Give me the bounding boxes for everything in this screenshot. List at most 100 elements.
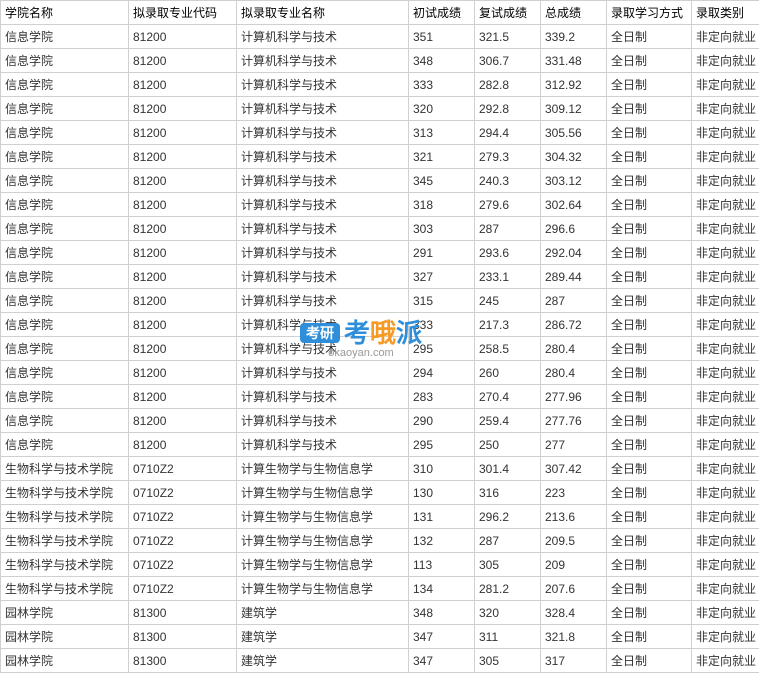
table-cell: 81200 [129,217,237,241]
table-cell: 81200 [129,25,237,49]
table-row: 信息学院81200计算机科学与技术345240.3303.12全日制非定向就业 [1,169,759,193]
table-cell: 277 [541,433,607,457]
header-major-code: 拟录取专业代码 [129,1,237,25]
table-cell: 计算机科学与技术 [237,193,409,217]
table-cell: 345 [409,169,475,193]
table-cell: 计算机科学与技术 [237,313,409,337]
table-cell: 209.5 [541,529,607,553]
table-cell: 0710Z2 [129,529,237,553]
table-cell: 全日制 [607,121,692,145]
table-cell: 306.7 [475,49,541,73]
table-cell: 全日制 [607,433,692,457]
table-cell: 非定向就业 [692,193,759,217]
table-cell: 信息学院 [1,121,129,145]
table-cell: 348 [409,601,475,625]
table-cell: 全日制 [607,625,692,649]
table-cell: 296.6 [541,217,607,241]
table-row: 信息学院81200计算机科学与技术320292.8309.12全日制非定向就业 [1,97,759,121]
table-cell: 全日制 [607,313,692,337]
table-cell: 全日制 [607,361,692,385]
table-cell: 信息学院 [1,169,129,193]
table-row: 信息学院81200计算机科学与技术327233.1289.44全日制非定向就业 [1,265,759,289]
table-cell: 非定向就业 [692,577,759,601]
table-cell: 计算机科学与技术 [237,433,409,457]
table-cell: 信息学院 [1,97,129,121]
table-row: 信息学院81200计算机科学与技术291293.6292.04全日制非定向就业 [1,241,759,265]
table-cell: 计算机科学与技术 [237,169,409,193]
table-cell: 289.44 [541,265,607,289]
table-row: 生物科学与技术学院0710Z2计算生物学与生物信息学310301.4307.42… [1,457,759,481]
header-college: 学院名称 [1,1,129,25]
table-cell: 信息学院 [1,313,129,337]
table-cell: 非定向就业 [692,169,759,193]
table-cell: 321.5 [475,25,541,49]
table-cell: 计算机科学与技术 [237,361,409,385]
table-cell: 305.56 [541,121,607,145]
table-cell: 非定向就业 [692,625,759,649]
table-cell: 非定向就业 [692,313,759,337]
table-cell: 339.2 [541,25,607,49]
table-row: 信息学院81200计算机科学与技术303287296.6全日制非定向就业 [1,217,759,241]
table-row: 园林学院81300建筑学347305317全日制非定向就业 [1,649,759,673]
table-cell: 305 [475,649,541,673]
table-cell: 81300 [129,649,237,673]
table-row: 生物科学与技术学院0710Z2计算生物学与生物信息学113305209全日制非定… [1,553,759,577]
table-cell: 0710Z2 [129,457,237,481]
table-cell: 计算机科学与技术 [237,97,409,121]
table-cell: 全日制 [607,505,692,529]
table-cell: 81300 [129,625,237,649]
table-cell: 信息学院 [1,25,129,49]
table-cell: 347 [409,649,475,673]
table-cell: 全日制 [607,97,692,121]
table-cell: 非定向就业 [692,385,759,409]
table-cell: 全日制 [607,529,692,553]
table-cell: 非定向就业 [692,25,759,49]
header-category: 录取类别 [692,1,759,25]
table-cell: 建筑学 [237,649,409,673]
table-cell: 351 [409,25,475,49]
table-cell: 320 [409,97,475,121]
table-cell: 非定向就业 [692,457,759,481]
table-cell: 81200 [129,49,237,73]
table-row: 信息学院81200计算机科学与技术321279.3304.32全日制非定向就业 [1,145,759,169]
table-cell: 320 [475,601,541,625]
table-cell: 233.1 [475,265,541,289]
table-cell: 非定向就业 [692,337,759,361]
table-cell: 245 [475,289,541,313]
table-row: 生物科学与技术学院0710Z2计算生物学与生物信息学131296.2213.6全… [1,505,759,529]
table-cell: 计算机科学与技术 [237,145,409,169]
table-cell: 132 [409,529,475,553]
header-first-score: 初试成绩 [409,1,475,25]
table-cell: 生物科学与技术学院 [1,481,129,505]
table-cell: 0710Z2 [129,577,237,601]
table-cell: 计算机科学与技术 [237,289,409,313]
table-cell: 生物科学与技术学院 [1,457,129,481]
table-row: 信息学院81200计算机科学与技术295250277全日制非定向就业 [1,433,759,457]
table-cell: 非定向就业 [692,481,759,505]
table-cell: 312.92 [541,73,607,97]
table-cell: 302.64 [541,193,607,217]
table-cell: 223 [541,481,607,505]
table-cell: 计算机科学与技术 [237,265,409,289]
table-row: 信息学院81200计算机科学与技术348306.7331.48全日制非定向就业 [1,49,759,73]
table-cell: 270.4 [475,385,541,409]
table-row: 信息学院81200计算机科学与技术313294.4305.56全日制非定向就业 [1,121,759,145]
table-cell: 非定向就业 [692,289,759,313]
table-row: 信息学院81200计算机科学与技术290259.4277.76全日制非定向就业 [1,409,759,433]
table-cell: 建筑学 [237,625,409,649]
table-row: 生物科学与技术学院0710Z2计算生物学与生物信息学132287209.5全日制… [1,529,759,553]
table-cell: 81200 [129,385,237,409]
table-cell: 304.32 [541,145,607,169]
table-row: 信息学院81200计算机科学与技术283270.4277.96全日制非定向就业 [1,385,759,409]
table-cell: 81200 [129,193,237,217]
table-cell: 134 [409,577,475,601]
table-cell: 全日制 [607,25,692,49]
table-cell: 建筑学 [237,601,409,625]
table-cell: 113 [409,553,475,577]
table-cell: 315 [409,289,475,313]
admission-table: 学院名称 拟录取专业代码 拟录取专业名称 初试成绩 复试成绩 总成绩 录取学习方… [0,0,759,673]
table-cell: 生物科学与技术学院 [1,529,129,553]
table-cell: 计算生物学与生物信息学 [237,457,409,481]
table-cell: 非定向就业 [692,649,759,673]
table-cell: 全日制 [607,385,692,409]
